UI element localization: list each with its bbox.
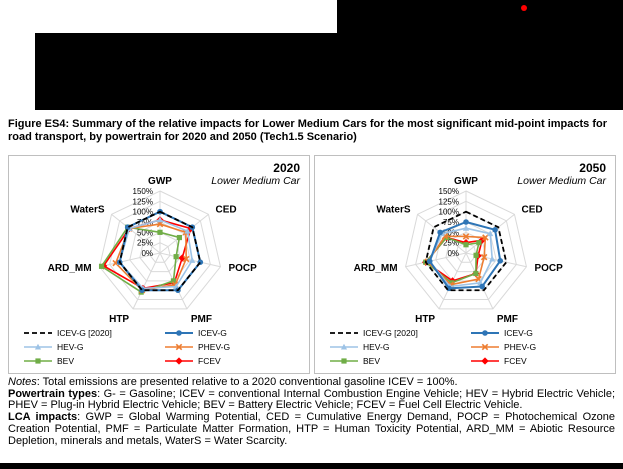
radial-tick-label: 150% <box>439 187 459 196</box>
legend-item-HEV-G: HEV-G <box>329 341 466 353</box>
radial-tick-label: 0% <box>447 249 459 258</box>
legend-label: ICEV-G <box>198 328 227 338</box>
legend-item-ICEV-G [2020]: ICEV-G [2020] <box>23 327 160 339</box>
legend-swatch <box>471 343 499 351</box>
legend-item-BEV: BEV <box>329 355 466 367</box>
radial-tick-label: 50% <box>137 228 153 237</box>
radar-grid <box>405 190 527 310</box>
radial-tick-label: 100% <box>439 208 459 217</box>
radial-tick-label: 125% <box>133 197 153 206</box>
legend-item-HEV-G: HEV-G <box>23 341 160 353</box>
legend-label: PHEV-G <box>198 342 231 352</box>
figure-notes: Notes: Total emissions are presented rel… <box>8 376 615 447</box>
radial-tick-label: 125% <box>439 197 459 206</box>
axis-label-CED: CED <box>215 204 236 215</box>
redacted-banner-block <box>35 33 623 110</box>
axis-label-POCP: POCP <box>228 263 257 274</box>
legend-swatch <box>471 357 499 365</box>
legend-swatch <box>165 343 193 351</box>
radar-tick-labels: 150%125% 100%75%50% 25%0% <box>439 187 459 258</box>
radar-series-ICEV-G <box>426 219 504 292</box>
legend-item-ICEV-G [2020]: ICEV-G [2020] <box>329 327 466 339</box>
radial-tick-label: 25% <box>443 239 459 248</box>
legend-item-BEV: BEV <box>23 355 160 367</box>
legend-item-ICEV-G: ICEV-G <box>164 327 301 339</box>
axis-label-HTP: HTP <box>109 314 129 325</box>
panel-title-2050: 2050 Lower Medium Car <box>517 161 606 187</box>
notes-text: : Total emissions are presented relative… <box>36 376 458 388</box>
legend-swatch <box>330 358 358 364</box>
notes-line: Notes: Total emissions are presented rel… <box>8 376 615 389</box>
lca-label: LCA impacts <box>8 411 78 424</box>
axis-label-CED: CED <box>521 204 542 215</box>
legend-label: FCEV <box>504 356 527 366</box>
radial-tick-label: 50% <box>443 228 459 237</box>
figure-caption: Figure ES4: Summary of the relative impa… <box>8 118 607 143</box>
legend-swatch <box>471 330 499 336</box>
axis-label-PMF: PMF <box>497 314 518 325</box>
chart-legend-2050: ICEV-G [2020] ICEV-G HEV-G PHEV-G BEV FCEV <box>329 327 607 367</box>
legend-label: ICEV-G <box>504 328 533 338</box>
legend-item-ICEV-G: ICEV-G <box>470 327 607 339</box>
radial-tick-label: 75% <box>443 218 459 227</box>
powertrain-label: Powertrain types <box>8 387 98 400</box>
panel-subtitle: Lower Medium Car <box>211 175 300 187</box>
powertrain-text: : G- = Gasoline; ICEV = conventional Int… <box>8 387 615 412</box>
legend-label: HEV-G <box>57 342 84 352</box>
legend-swatch <box>24 358 52 364</box>
radial-tick-label: 150% <box>133 187 153 196</box>
radar-tick-labels: 150%125% 100%75%50% 25%0% <box>133 187 153 258</box>
lca-line: LCA impacts: GWP = Global Warming Potent… <box>8 411 615 447</box>
legend-item-FCEV: FCEV <box>164 355 301 367</box>
radial-tick-label: 0% <box>141 249 153 258</box>
legend-swatch <box>330 343 358 350</box>
legend-swatch <box>24 343 52 350</box>
axis-label-WaterS: WaterS <box>70 204 104 215</box>
red-dot-indicator <box>521 5 527 11</box>
panel-subtitle: Lower Medium Car <box>517 175 606 187</box>
bottom-black-strip <box>0 463 623 469</box>
legend-label: BEV <box>57 356 75 366</box>
radar-series-ICEV-G [2020] <box>118 210 202 292</box>
axis-label-WaterS: WaterS <box>376 204 410 215</box>
legend-item-FCEV: FCEV <box>470 355 607 367</box>
redacted-header-block <box>337 0 623 33</box>
radar-chart-2020: 150%125% 100%75%50% 25%0% GWP CED POCP PMF HTP A… <box>48 176 257 325</box>
radar-panel-2020: 150% 125% 100% 75% 50% 25% 0% GWP CED POCP PMF HTP A… <box>8 155 310 374</box>
radar-series-ICEV-G [2020] <box>424 210 508 292</box>
legend-swatch <box>165 357 193 365</box>
legend-label: PHEV-G <box>504 342 537 352</box>
legend-label: HEV-G <box>363 342 390 352</box>
notes-label: Notes <box>8 376 37 388</box>
legend-item-PHEV-G: PHEV-G <box>470 341 607 353</box>
chart-legend-2020: ICEV-G [2020] ICEV-G HEV-G PHEV-G BEV FCEV <box>23 327 301 367</box>
axis-label-PMF: PMF <box>191 314 212 325</box>
axis-label-ARD_MM: ARD_MM <box>354 263 398 274</box>
legend-label: ICEV-G [2020] <box>363 328 418 338</box>
legend-swatch <box>24 332 52 334</box>
legend-label: ICEV-G [2020] <box>57 328 112 338</box>
radial-tick-label: 75% <box>137 218 153 227</box>
axis-label-GWP: GWP <box>148 176 172 187</box>
panel-year: 2050 <box>579 161 606 175</box>
legend-item-PHEV-G: PHEV-G <box>164 341 301 353</box>
radar-panel-2050: 150% 125% 100% 75% 50% 25% 0% GWP CED POCP PMF HTP A… <box>314 155 616 374</box>
radial-tick-label: 25% <box>137 239 153 248</box>
panel-title-2020: 2020 Lower Medium Car <box>211 161 300 187</box>
axis-label-POCP: POCP <box>534 263 563 274</box>
axis-label-HTP: HTP <box>415 314 435 325</box>
legend-swatch <box>330 332 358 334</box>
legend-label: BEV <box>363 356 381 366</box>
axis-label-GWP: GWP <box>454 176 478 187</box>
lca-text: : GWP = Global Warming Potential, CED = … <box>8 411 615 447</box>
powertrain-line: Powertrain types: G- = Gasoline; ICEV = … <box>8 387 615 412</box>
axis-label-ARD_MM: ARD_MM <box>48 263 92 274</box>
radial-tick-label: 100% <box>133 208 153 217</box>
legend-swatch <box>165 330 193 336</box>
legend-label: FCEV <box>198 356 221 366</box>
panel-year: 2020 <box>273 161 300 175</box>
radar-chart-2050: 150%125% 100%75%50% 25%0% GWP CED POCP PMF HTP A… <box>354 176 563 325</box>
